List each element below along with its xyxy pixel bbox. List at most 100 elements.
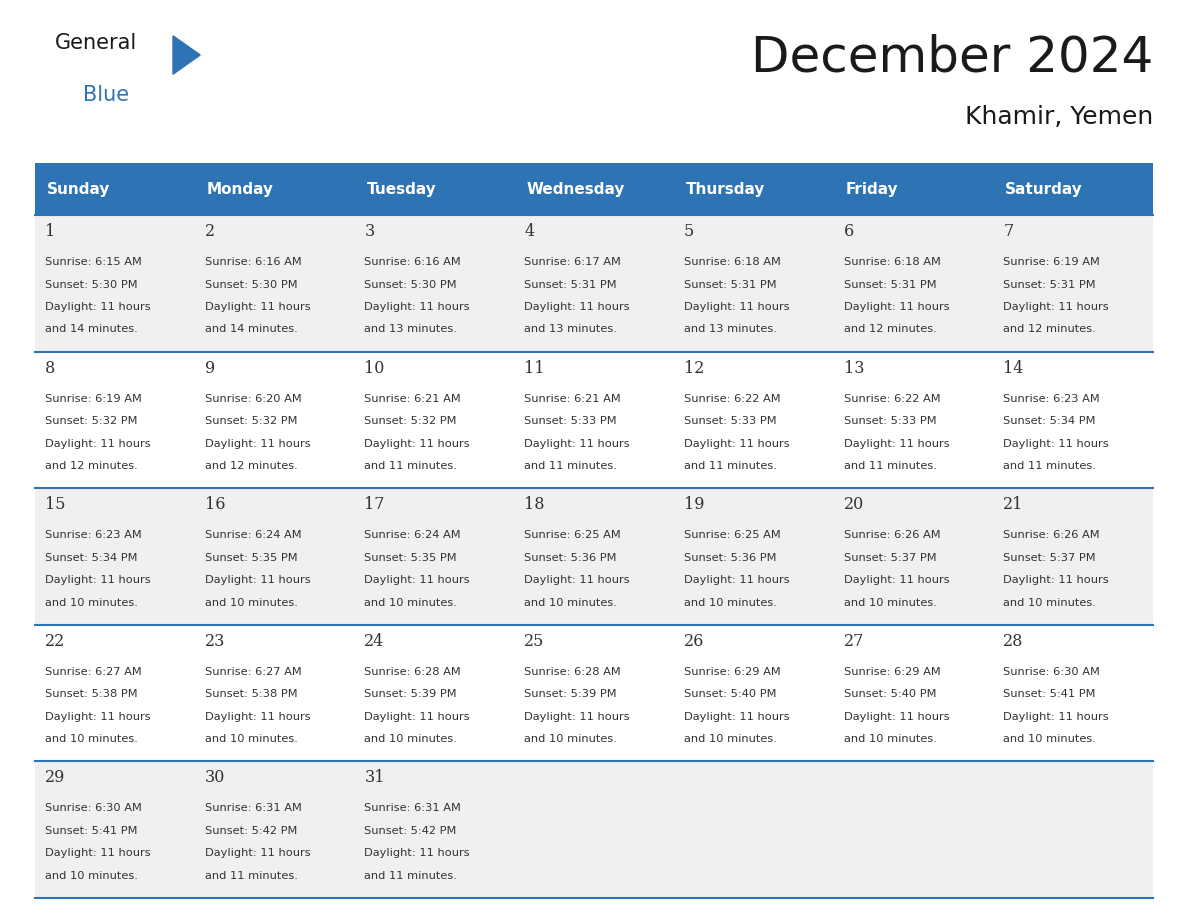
Bar (993, 761, 1154, 898)
Text: Wednesday: Wednesday (526, 182, 625, 196)
Text: 3: 3 (365, 223, 374, 240)
Text: Daylight: 11 hours: Daylight: 11 hours (365, 848, 470, 858)
Text: and 11 minutes.: and 11 minutes. (524, 461, 617, 471)
Text: Daylight: 11 hours: Daylight: 11 hours (843, 439, 949, 449)
Text: Sunset: 5:31 PM: Sunset: 5:31 PM (1004, 279, 1095, 289)
Bar (514, 488, 674, 625)
Text: and 12 minutes.: and 12 minutes. (45, 461, 138, 471)
Text: 25: 25 (524, 633, 544, 650)
Text: Sunrise: 6:23 AM: Sunrise: 6:23 AM (45, 531, 141, 540)
Text: Sunrise: 6:15 AM: Sunrise: 6:15 AM (45, 257, 141, 267)
Text: Sunset: 5:42 PM: Sunset: 5:42 PM (365, 826, 457, 836)
Text: Sunrise: 6:23 AM: Sunrise: 6:23 AM (1004, 394, 1100, 404)
Text: Sunrise: 6:27 AM: Sunrise: 6:27 AM (45, 666, 141, 677)
Text: and 10 minutes.: and 10 minutes. (365, 734, 457, 744)
Text: Daylight: 11 hours: Daylight: 11 hours (45, 576, 151, 585)
Bar (34, 761, 195, 898)
Text: 24: 24 (365, 633, 385, 650)
Text: and 10 minutes.: and 10 minutes. (45, 734, 138, 744)
Text: 28: 28 (1004, 633, 1024, 650)
Text: Sunrise: 6:25 AM: Sunrise: 6:25 AM (524, 531, 621, 540)
Text: Daylight: 11 hours: Daylight: 11 hours (843, 711, 949, 722)
Text: Saturday: Saturday (1005, 182, 1083, 196)
Text: Sunrise: 6:20 AM: Sunrise: 6:20 AM (204, 394, 302, 404)
Text: Sunset: 5:36 PM: Sunset: 5:36 PM (524, 553, 617, 563)
Text: Sunset: 5:35 PM: Sunset: 5:35 PM (365, 553, 457, 563)
Bar (993, 352, 1154, 488)
Text: 19: 19 (684, 497, 704, 513)
Bar (993, 625, 1154, 761)
Text: and 10 minutes.: and 10 minutes. (843, 734, 936, 744)
Text: Daylight: 11 hours: Daylight: 11 hours (45, 302, 151, 312)
Text: Sunday: Sunday (48, 182, 110, 196)
Text: and 10 minutes.: and 10 minutes. (524, 734, 617, 744)
Text: Daylight: 11 hours: Daylight: 11 hours (365, 302, 470, 312)
Bar (674, 215, 834, 352)
Bar (354, 625, 514, 761)
Bar (195, 488, 354, 625)
Bar (34, 352, 195, 488)
Text: and 14 minutes.: and 14 minutes. (45, 324, 138, 334)
Text: and 13 minutes.: and 13 minutes. (524, 324, 617, 334)
Bar (993, 488, 1154, 625)
Text: 7: 7 (1004, 223, 1013, 240)
Text: 8: 8 (45, 360, 56, 376)
Text: Sunset: 5:32 PM: Sunset: 5:32 PM (204, 416, 297, 426)
Text: Daylight: 11 hours: Daylight: 11 hours (204, 711, 310, 722)
Text: Sunrise: 6:18 AM: Sunrise: 6:18 AM (684, 257, 781, 267)
Text: Sunset: 5:41 PM: Sunset: 5:41 PM (45, 826, 138, 836)
Text: Sunset: 5:38 PM: Sunset: 5:38 PM (204, 689, 297, 700)
Text: 6: 6 (843, 223, 854, 240)
Text: Blue: Blue (83, 85, 129, 105)
Bar (674, 761, 834, 898)
Text: Daylight: 11 hours: Daylight: 11 hours (204, 302, 310, 312)
Bar (34, 215, 195, 352)
Text: Daylight: 11 hours: Daylight: 11 hours (45, 711, 151, 722)
Text: and 11 minutes.: and 11 minutes. (204, 871, 297, 881)
Text: Sunset: 5:34 PM: Sunset: 5:34 PM (1004, 416, 1095, 426)
Text: Sunrise: 6:26 AM: Sunrise: 6:26 AM (843, 531, 940, 540)
Text: 2: 2 (204, 223, 215, 240)
Text: Sunrise: 6:31 AM: Sunrise: 6:31 AM (365, 803, 461, 813)
Bar (514, 625, 674, 761)
Text: Monday: Monday (207, 182, 273, 196)
Text: Daylight: 11 hours: Daylight: 11 hours (524, 576, 630, 585)
Text: 9: 9 (204, 360, 215, 376)
Text: Sunrise: 6:16 AM: Sunrise: 6:16 AM (365, 257, 461, 267)
Text: Sunset: 5:31 PM: Sunset: 5:31 PM (843, 279, 936, 289)
Text: Daylight: 11 hours: Daylight: 11 hours (684, 711, 790, 722)
Text: Sunset: 5:39 PM: Sunset: 5:39 PM (365, 689, 457, 700)
Text: 27: 27 (843, 633, 864, 650)
Text: Sunset: 5:32 PM: Sunset: 5:32 PM (365, 416, 457, 426)
Text: 14: 14 (1004, 360, 1024, 376)
Text: and 13 minutes.: and 13 minutes. (684, 324, 777, 334)
Bar (834, 352, 993, 488)
Text: Daylight: 11 hours: Daylight: 11 hours (365, 439, 470, 449)
Text: Daylight: 11 hours: Daylight: 11 hours (365, 711, 470, 722)
Text: Daylight: 11 hours: Daylight: 11 hours (524, 302, 630, 312)
Text: Sunset: 5:41 PM: Sunset: 5:41 PM (1004, 689, 1095, 700)
Text: Sunrise: 6:24 AM: Sunrise: 6:24 AM (204, 531, 302, 540)
Text: Sunrise: 6:31 AM: Sunrise: 6:31 AM (204, 803, 302, 813)
Bar (195, 625, 354, 761)
Text: 22: 22 (45, 633, 65, 650)
Text: Sunset: 5:31 PM: Sunset: 5:31 PM (684, 279, 777, 289)
Text: and 10 minutes.: and 10 minutes. (1004, 734, 1097, 744)
Text: and 10 minutes.: and 10 minutes. (365, 598, 457, 608)
Text: Daylight: 11 hours: Daylight: 11 hours (843, 302, 949, 312)
Text: Daylight: 11 hours: Daylight: 11 hours (684, 576, 790, 585)
Bar (195, 163, 354, 215)
Text: 16: 16 (204, 497, 226, 513)
Text: Sunset: 5:31 PM: Sunset: 5:31 PM (524, 279, 617, 289)
Text: Daylight: 11 hours: Daylight: 11 hours (684, 439, 790, 449)
Text: 29: 29 (45, 769, 65, 787)
Text: 1: 1 (45, 223, 56, 240)
Text: and 10 minutes.: and 10 minutes. (45, 598, 138, 608)
Bar (34, 625, 195, 761)
Text: Sunset: 5:32 PM: Sunset: 5:32 PM (45, 416, 138, 426)
Text: Sunrise: 6:21 AM: Sunrise: 6:21 AM (524, 394, 621, 404)
Text: Friday: Friday (846, 182, 898, 196)
Text: 5: 5 (684, 223, 694, 240)
Bar (514, 352, 674, 488)
Text: 23: 23 (204, 633, 225, 650)
